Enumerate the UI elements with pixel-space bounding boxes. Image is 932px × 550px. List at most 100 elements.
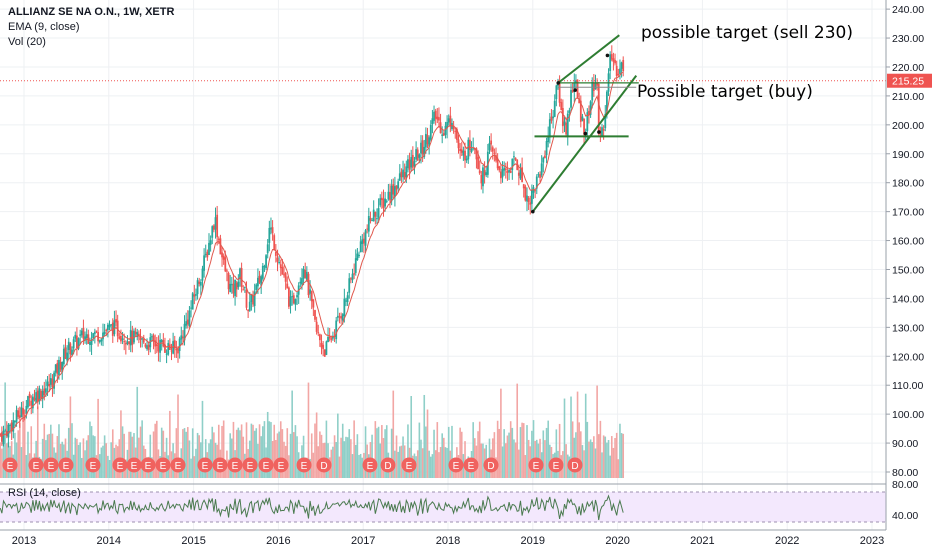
- candle-body: [514, 157, 517, 160]
- volume-bar: [74, 437, 77, 478]
- volume-bar: [89, 421, 91, 478]
- candle-body: [232, 283, 235, 294]
- volume-bar: [390, 428, 393, 478]
- volume-bar: [182, 429, 184, 478]
- volume-bar: [315, 412, 318, 478]
- volume-bar: [591, 442, 594, 478]
- candle-body: [328, 336, 331, 339]
- volume-bar: [260, 436, 262, 478]
- volume-bar: [111, 429, 114, 478]
- event-marker-label: E: [90, 461, 97, 472]
- event-marker-label: D: [320, 461, 327, 472]
- event-marker-label: E: [247, 461, 254, 472]
- time-tick-label: 2017: [351, 535, 375, 547]
- candle-body: [436, 116, 439, 120]
- volume-bar: [607, 440, 610, 478]
- candle-body: [134, 331, 137, 335]
- candle-body: [382, 198, 385, 208]
- candle-body: [136, 332, 139, 338]
- volume-bar: [56, 436, 59, 478]
- time-axis: 2013 2014 2015 2016 2017 2018 2019 2020 2021 2022…: [12, 535, 884, 547]
- volume-bar: [361, 457, 364, 478]
- volume-bar: [235, 429, 238, 478]
- volume-bar: [270, 422, 272, 478]
- candle-body: [67, 341, 70, 350]
- price-tick-label: 230.00: [892, 33, 924, 45]
- volume-bar: [547, 420, 549, 478]
- candle-body: [589, 101, 592, 115]
- candle-body: [216, 214, 219, 238]
- candle-body: [53, 372, 55, 389]
- volume-bar: [576, 391, 579, 478]
- candle-body: [230, 284, 233, 286]
- volume-bar: [30, 426, 33, 478]
- volume-bar: [610, 436, 613, 478]
- volume-bar: [123, 433, 125, 478]
- price-tick-label: 220.00: [892, 62, 924, 74]
- volume-bar: [186, 427, 189, 478]
- candle-body: [354, 258, 357, 273]
- volume-bar: [504, 443, 507, 478]
- volume-bar: [421, 448, 424, 478]
- candle-body: [173, 340, 176, 349]
- volume-bar: [221, 425, 223, 478]
- candle-body: [498, 166, 501, 171]
- candle-body: [252, 295, 254, 305]
- last-price-badge: [887, 73, 932, 88]
- candle-body: [283, 274, 285, 276]
- volume-bar: [436, 422, 439, 478]
- candle-body: [394, 186, 396, 197]
- volume-bar: [84, 450, 86, 478]
- candle-body: [464, 150, 466, 161]
- event-marker-label: E: [117, 461, 124, 472]
- candle-body: [235, 282, 238, 290]
- volume-bar: [156, 420, 158, 478]
- volume-bar: [94, 436, 96, 478]
- volume-bar: [578, 422, 580, 478]
- candle-body: [291, 296, 294, 298]
- volume-bar: [464, 441, 466, 478]
- candle-body: [224, 257, 227, 272]
- trendline: [557, 34, 620, 84]
- candle-body: [467, 139, 470, 160]
- candle-body: [288, 287, 290, 307]
- candle-body: [310, 291, 313, 302]
- volume-bar: [429, 456, 432, 478]
- candle-body: [23, 415, 26, 417]
- volume-bar: [232, 421, 235, 478]
- volume-bar: [217, 424, 220, 478]
- candle-body: [537, 174, 540, 176]
- volume-bar: [100, 447, 103, 478]
- candle-body: [374, 212, 377, 217]
- volume-bar: [493, 432, 496, 478]
- candle-body: [121, 338, 124, 341]
- volume-bar: [312, 452, 315, 478]
- candle-body: [444, 125, 447, 135]
- event-marker: [197, 457, 213, 473]
- candle-body: [503, 167, 506, 171]
- volume-bar: [597, 434, 600, 478]
- candle-body: [185, 321, 188, 326]
- event-marker-label: E: [278, 461, 285, 472]
- candle-body: [325, 341, 328, 355]
- volume-bar: [460, 431, 463, 478]
- candle-body: [314, 310, 316, 320]
- candle-body: [152, 335, 155, 342]
- candle-body: [106, 324, 109, 331]
- candle-body: [376, 218, 378, 220]
- volume-bar: [410, 396, 413, 478]
- volume-bar: [532, 420, 535, 478]
- candle-body: [614, 60, 616, 64]
- candle-body: [550, 116, 553, 121]
- volume-bar: [77, 444, 80, 478]
- candle-body: [167, 343, 170, 355]
- volume-bar: [379, 443, 382, 478]
- volume-bar: [439, 446, 442, 478]
- volume-bar: [263, 421, 266, 478]
- volume-bar: [498, 428, 501, 478]
- candle-body: [384, 198, 387, 207]
- volume-bar: [196, 432, 199, 478]
- candle-body: [7, 424, 10, 438]
- candle-body: [227, 273, 230, 290]
